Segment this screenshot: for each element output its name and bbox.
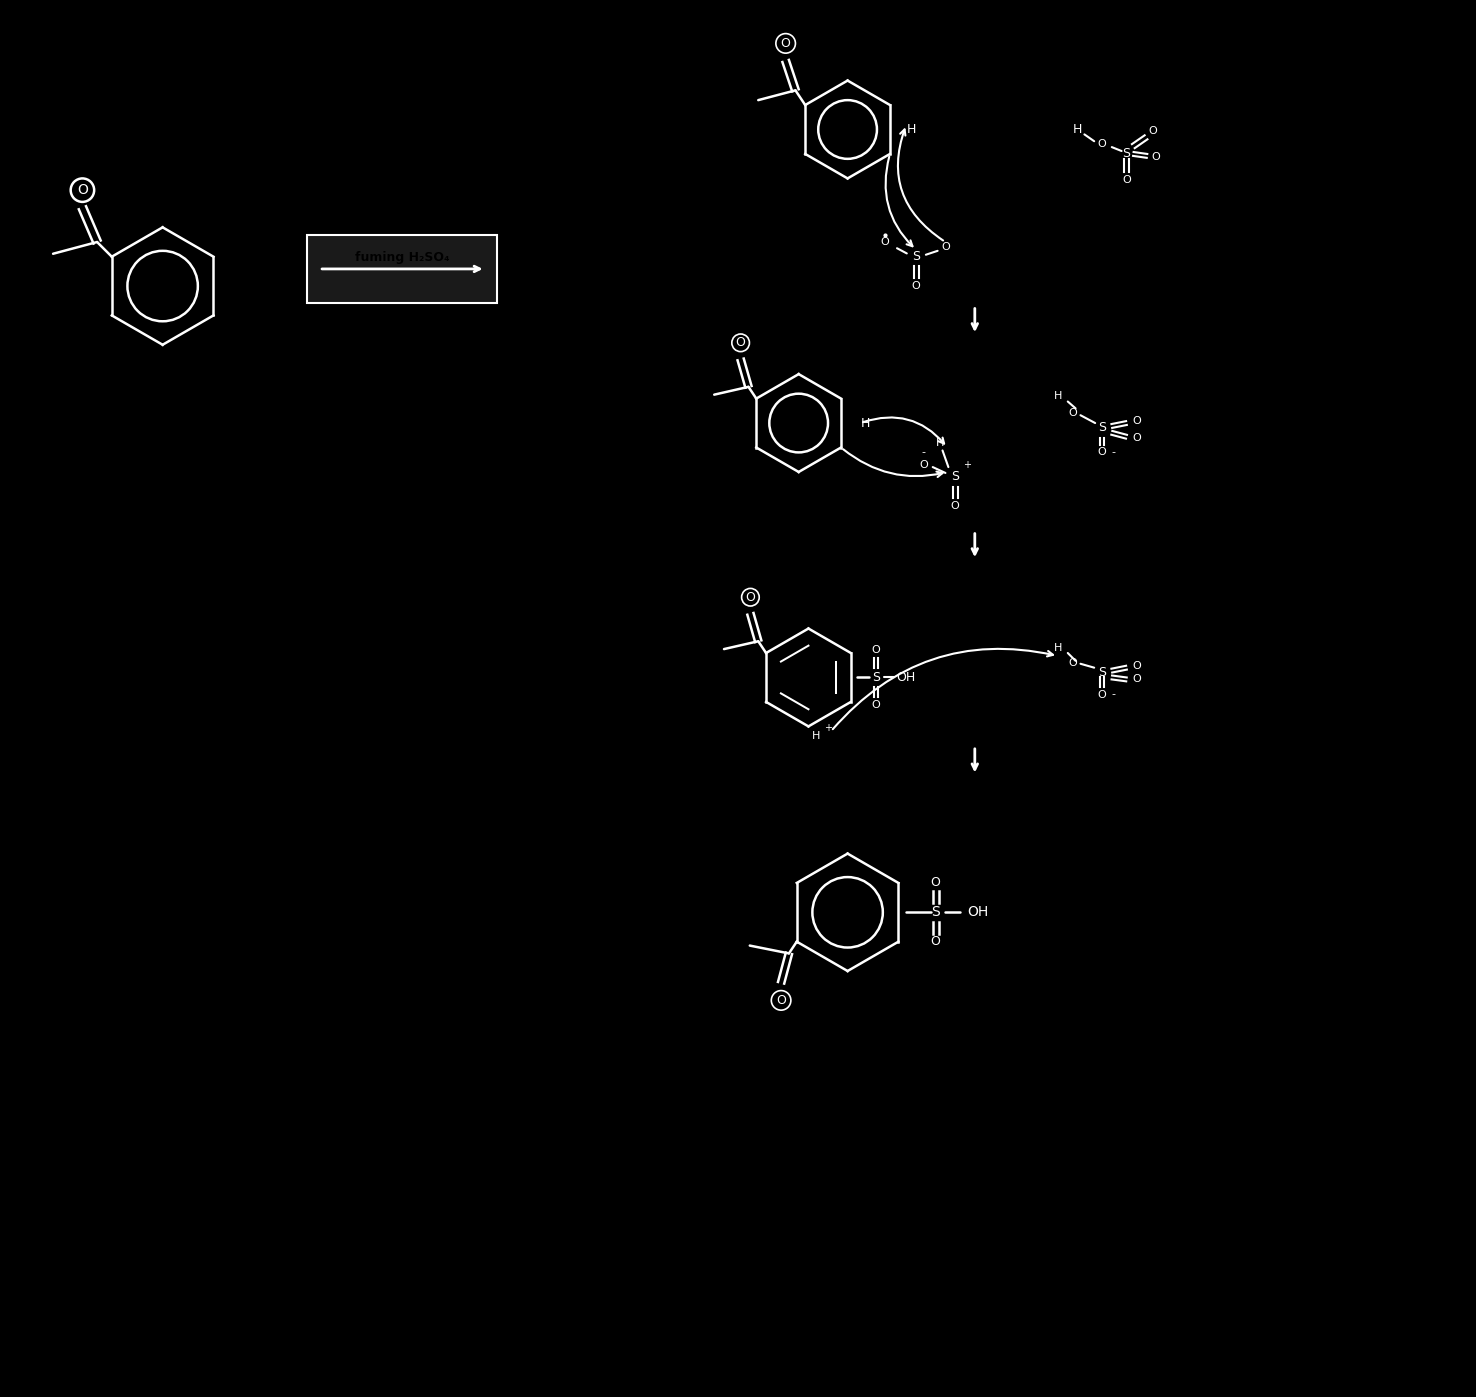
FancyBboxPatch shape (307, 235, 497, 303)
Text: O: O (1151, 152, 1160, 162)
Text: H: H (936, 437, 945, 447)
Text: O: O (1069, 658, 1077, 668)
Text: O: O (1132, 416, 1141, 426)
Text: OH: OH (967, 905, 989, 919)
Text: O: O (931, 935, 940, 949)
Text: OH: OH (897, 671, 917, 685)
Text: +: + (962, 460, 971, 471)
Text: O: O (942, 242, 951, 251)
Text: O: O (735, 337, 745, 349)
Text: S: S (951, 471, 959, 483)
Text: -: - (1111, 689, 1116, 698)
Text: H: H (1073, 123, 1082, 136)
Text: O: O (1069, 408, 1077, 418)
Text: +: + (824, 724, 832, 733)
Text: O: O (920, 460, 928, 471)
Text: O: O (1122, 176, 1131, 186)
Text: fuming H₂SO₄: fuming H₂SO₄ (356, 250, 450, 264)
Text: H: H (1054, 643, 1063, 654)
Text: O: O (1098, 447, 1107, 457)
Text: H: H (1054, 391, 1063, 401)
Text: O: O (872, 700, 880, 710)
Text: -: - (1111, 447, 1116, 457)
Text: O: O (872, 645, 880, 655)
Text: -: - (922, 447, 925, 457)
Text: O: O (912, 281, 921, 291)
Text: O: O (1132, 661, 1141, 671)
Text: S: S (1098, 666, 1106, 679)
Text: H: H (861, 416, 869, 429)
Text: O: O (1132, 675, 1141, 685)
Text: H: H (812, 731, 821, 742)
Text: O: O (745, 591, 756, 604)
Text: O: O (1132, 433, 1141, 443)
Text: O: O (880, 237, 889, 247)
Text: H: H (906, 123, 917, 136)
Text: O: O (1148, 127, 1157, 137)
Text: O: O (1098, 140, 1107, 149)
Text: O: O (1098, 690, 1107, 700)
Text: fuming H₂SO₄: fuming H₂SO₄ (356, 250, 450, 264)
Text: S: S (1098, 422, 1106, 434)
Text: O: O (776, 993, 787, 1007)
Text: S: S (931, 905, 940, 919)
Text: S: S (912, 250, 920, 263)
Text: S: S (872, 671, 880, 685)
Text: S: S (1122, 148, 1131, 161)
Text: O: O (781, 36, 791, 50)
Text: O: O (77, 183, 89, 197)
Text: O: O (951, 502, 959, 511)
Text: O: O (931, 876, 940, 890)
